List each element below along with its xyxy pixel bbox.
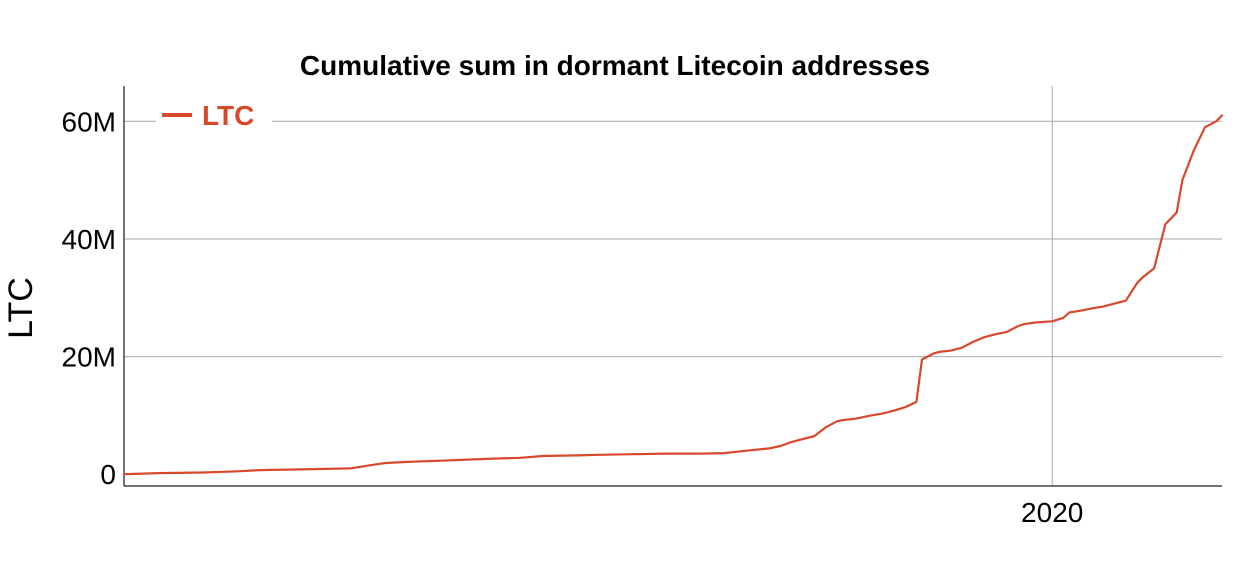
legend-label: LTC	[202, 100, 254, 131]
y-tick-label: 0	[100, 459, 116, 490]
x-axis-ticks: 2020	[1021, 497, 1083, 528]
y-axis-title: LTC	[2, 277, 40, 339]
legend-background	[156, 93, 272, 127]
y-tick-label: 60M	[62, 106, 116, 137]
x-tick-label: 2020	[1021, 497, 1083, 528]
y-tick-label: 20M	[62, 342, 116, 373]
series-line-0	[122, 114, 1224, 476]
legend: LTC	[156, 93, 272, 131]
axes	[123, 86, 1222, 487]
chart-title: Cumulative sum in dormant Litecoin addre…	[300, 50, 930, 81]
series-layer	[122, 114, 1224, 476]
y-tick-label: 40M	[62, 224, 116, 255]
y-axis-ticks: 0 20M 40M 60M	[62, 106, 116, 490]
grid-lines	[124, 86, 1222, 486]
